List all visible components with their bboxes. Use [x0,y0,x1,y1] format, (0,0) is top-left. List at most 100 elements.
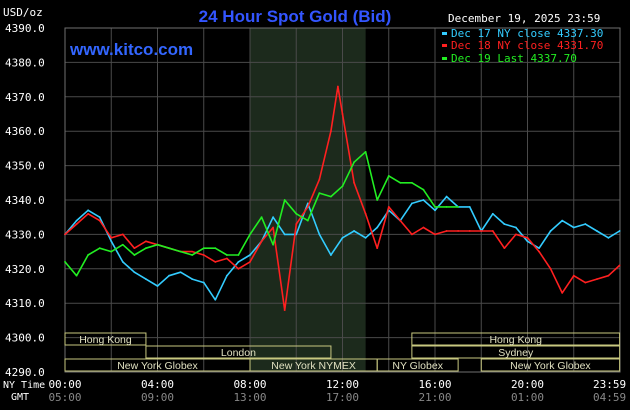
data-point [272,216,275,219]
x-tick-label-ny: 12:00 [326,378,359,391]
data-point [225,257,228,260]
data-point [526,236,529,239]
session-bar [480,358,621,372]
data-point [572,226,575,229]
data-point [318,178,321,181]
data-point [214,261,217,263]
data-point [260,240,263,243]
source-link[interactable]: www.kitco.com [69,40,193,59]
session-label: London [221,347,256,359]
data-point [75,223,78,225]
data-point [330,130,332,133]
ny-time-label: NY Time [3,380,45,391]
data-point [618,264,621,267]
data-point [110,250,113,253]
data-point [75,274,78,277]
y-tick-label: 4320.0 [5,263,45,276]
data-point [121,233,124,236]
session-label: New York Globex [510,360,591,372]
session-bar [411,332,621,346]
data-point [179,271,182,274]
data-point [457,230,460,232]
data-point [179,250,182,253]
data-point [538,250,540,253]
data-point [410,233,413,236]
data-point [387,205,390,208]
y-axis-label: USD/oz [3,6,43,19]
data-point [561,219,564,222]
data-point [214,298,217,301]
data-point [480,230,483,232]
session-bar [64,332,147,346]
data-point [260,216,263,219]
data-point [145,247,147,250]
data-point [110,236,113,239]
data-point [376,247,379,250]
data-point [87,254,90,256]
data-point [399,181,402,184]
data-point [468,230,471,232]
data-point [295,223,298,225]
data-point [422,226,425,229]
data-point [156,243,159,246]
data-point [272,243,275,246]
data-point [237,261,240,263]
data-point [98,219,101,222]
data-point [133,271,136,274]
data-point [515,233,517,236]
data-point [353,161,355,164]
data-point [445,205,448,208]
data-point [341,113,344,115]
data-point [191,254,194,256]
data-point [364,150,367,153]
x-tick-label-gmt: 13:00 [233,391,266,404]
session-bar [145,345,332,359]
data-point [618,230,621,232]
x-tick-label-gmt: 17:00 [326,391,359,404]
session-bar [411,345,621,359]
data-point [491,230,494,232]
session-label: Hong Kong [79,334,132,346]
data-point [202,281,205,284]
y-tick-label: 4310.0 [5,297,45,310]
data-point [191,278,194,281]
x-tick-label-ny: 23:59 [593,378,626,391]
data-point [399,219,402,222]
data-point [225,254,228,256]
y-tick-label: 4370.0 [5,91,45,104]
data-point [422,188,425,191]
data-point [249,261,251,263]
y-tick-label: 4380.0 [5,56,45,69]
data-point [341,185,344,188]
x-tick-label-gmt: 05:00 [48,391,81,404]
y-tick-label: 4290.0 [5,366,45,379]
data-point [330,195,332,198]
session-label: Sydney [498,347,534,359]
data-point [410,202,413,205]
x-tick-label-gmt: 04:59 [593,391,626,404]
data-point [445,195,448,198]
data-point [468,205,471,208]
data-point [202,254,205,256]
data-point [306,219,309,222]
data-point [64,233,66,236]
data-point [376,226,379,229]
data-point [538,247,540,250]
data-point [133,247,136,250]
data-point [595,230,598,232]
data-point [336,85,339,88]
x-tick-label-ny: 16:00 [418,378,451,391]
y-tick-label: 4360.0 [5,125,45,138]
data-point [353,230,355,232]
data-point [87,209,90,212]
data-point [237,254,240,256]
x-tick-label-gmt: 09:00 [141,391,174,404]
data-point [595,278,598,281]
data-point [561,291,564,294]
data-point [549,230,552,232]
data-point [272,226,275,229]
x-tick-label-gmt: 21:00 [418,391,451,404]
data-point [306,205,309,208]
data-point [283,309,286,311]
